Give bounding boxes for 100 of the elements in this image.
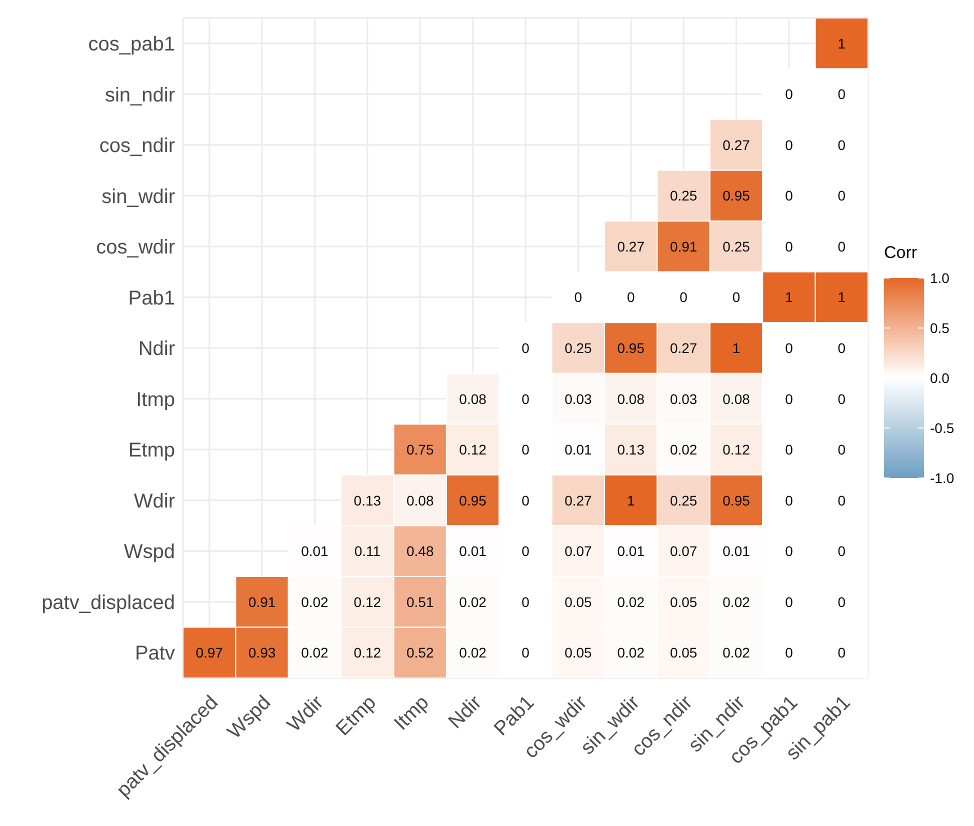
data-label: 0.48: [406, 543, 434, 560]
data-label: 0.05: [564, 594, 592, 610]
data-label: 0: [785, 390, 794, 407]
data-label: 0.08: [459, 390, 487, 407]
legend-title: Corr: [884, 243, 918, 262]
data-label: 0: [785, 340, 794, 356]
data-label: 0: [785, 136, 794, 153]
data-label: 0.11: [354, 543, 381, 560]
data-label: 0: [838, 340, 846, 356]
color-bar-label: 0.5: [930, 320, 950, 336]
data-label: 0.25: [564, 340, 592, 356]
data-label: 0.12: [354, 594, 382, 610]
data-label: 0.13: [354, 492, 382, 508]
data-label: 0: [732, 289, 740, 306]
data-label: 1: [838, 289, 846, 306]
data-label: 0.12: [459, 442, 487, 458]
data-label: 0.02: [722, 644, 750, 661]
data-label: 0: [838, 188, 846, 204]
data-label: 0: [522, 442, 530, 458]
data-label: 0.05: [670, 594, 698, 610]
color-bar-label: 1.0: [930, 270, 950, 286]
data-label: 0.95: [459, 492, 487, 508]
data-label: 0.27: [617, 238, 645, 254]
data-label: 0.02: [617, 644, 645, 661]
data-label: 0.25: [722, 238, 750, 254]
data-label: 0.02: [459, 594, 487, 610]
data-label: 0: [785, 543, 794, 560]
data-label: 0.05: [564, 644, 592, 661]
data-label: 0.51: [406, 594, 434, 610]
data-label: 0.91: [248, 594, 276, 610]
data-label: 0.13: [617, 442, 645, 458]
data-label: 0.95: [617, 340, 645, 356]
data-label: 0: [838, 543, 846, 560]
color-bar-label: -0.5: [930, 420, 954, 436]
data-label: 0.01: [722, 543, 750, 560]
data-label: 0: [838, 442, 846, 458]
color-bar-label: -1.0: [930, 470, 954, 486]
x-tick-label: Wdir: [283, 691, 328, 736]
data-label: 0.02: [670, 442, 698, 458]
y-tick-label: patv_displaced: [42, 592, 175, 614]
data-label: 0: [785, 644, 794, 661]
data-label: 0.07: [670, 543, 698, 560]
x-tick-label: Ndir: [444, 691, 486, 734]
data-label: 0.03: [564, 390, 592, 407]
color-bar-label: 0.0: [930, 370, 950, 386]
data-label: 0.08: [617, 390, 645, 407]
y-tick-label: Etmp: [128, 440, 175, 462]
y-tick-label: Patv: [134, 642, 175, 665]
data-label: 0: [838, 594, 846, 610]
data-label: 0.02: [722, 594, 750, 610]
data-label: 1: [785, 289, 794, 306]
data-label: 0.27: [722, 136, 750, 153]
data-label: 0.02: [617, 594, 645, 610]
data-label: 0: [785, 442, 794, 458]
data-label: 0: [785, 188, 794, 204]
data-label: 0: [522, 644, 530, 661]
data-label: 0: [522, 594, 530, 610]
data-label: 0: [626, 289, 635, 306]
data-label: 0.95: [722, 188, 750, 204]
data-label: 0.93: [248, 644, 276, 661]
data-label: 0: [838, 238, 846, 254]
data-label: 0.01: [459, 543, 487, 560]
data-label: 0.02: [301, 594, 329, 610]
data-label: 0.91: [670, 238, 698, 254]
y-tick-label: Wdir: [134, 490, 176, 512]
data-label: 0.25: [670, 188, 698, 204]
y-tick-label: cos_wdir: [96, 236, 176, 259]
y-tick-label: sin_ndir: [104, 84, 176, 106]
data-label: 0: [785, 86, 794, 102]
data-label: 0.01: [564, 442, 592, 458]
data-label: 0.02: [301, 644, 329, 661]
data-label: 0: [838, 644, 846, 661]
y-tick-label: Wspd: [124, 541, 175, 564]
data-label: 0.05: [670, 644, 698, 661]
data-label: 0: [522, 390, 530, 407]
data-label: 0: [785, 492, 794, 508]
data-label: 0: [838, 136, 846, 153]
data-label: 0: [838, 492, 846, 508]
data-label: 0: [522, 543, 530, 560]
data-label: 0: [785, 594, 794, 610]
data-label: 0.27: [670, 340, 698, 356]
data-label: 0.12: [354, 644, 382, 661]
data-label: 0.07: [564, 543, 592, 560]
y-tick-label: Ndir: [138, 338, 176, 360]
data-label: 1: [838, 35, 846, 52]
data-label: 0.01: [301, 543, 329, 560]
data-label: 0: [522, 340, 530, 356]
data-label: 0: [522, 492, 530, 508]
data-label: 0: [680, 289, 688, 306]
data-label: 0.25: [670, 492, 698, 508]
data-label: 0.01: [617, 543, 645, 560]
y-tick-label: Itmp: [136, 388, 175, 411]
data-label: 0.95: [722, 492, 750, 508]
data-label: 0: [838, 390, 846, 407]
data-label: 0.08: [722, 390, 750, 407]
data-label: 1: [626, 492, 635, 508]
y-tick-label: cos_ndir: [99, 135, 176, 158]
y-tick-label: Pab1: [128, 287, 175, 310]
data-label: 0.03: [670, 390, 698, 407]
data-label: 0.27: [564, 492, 592, 508]
